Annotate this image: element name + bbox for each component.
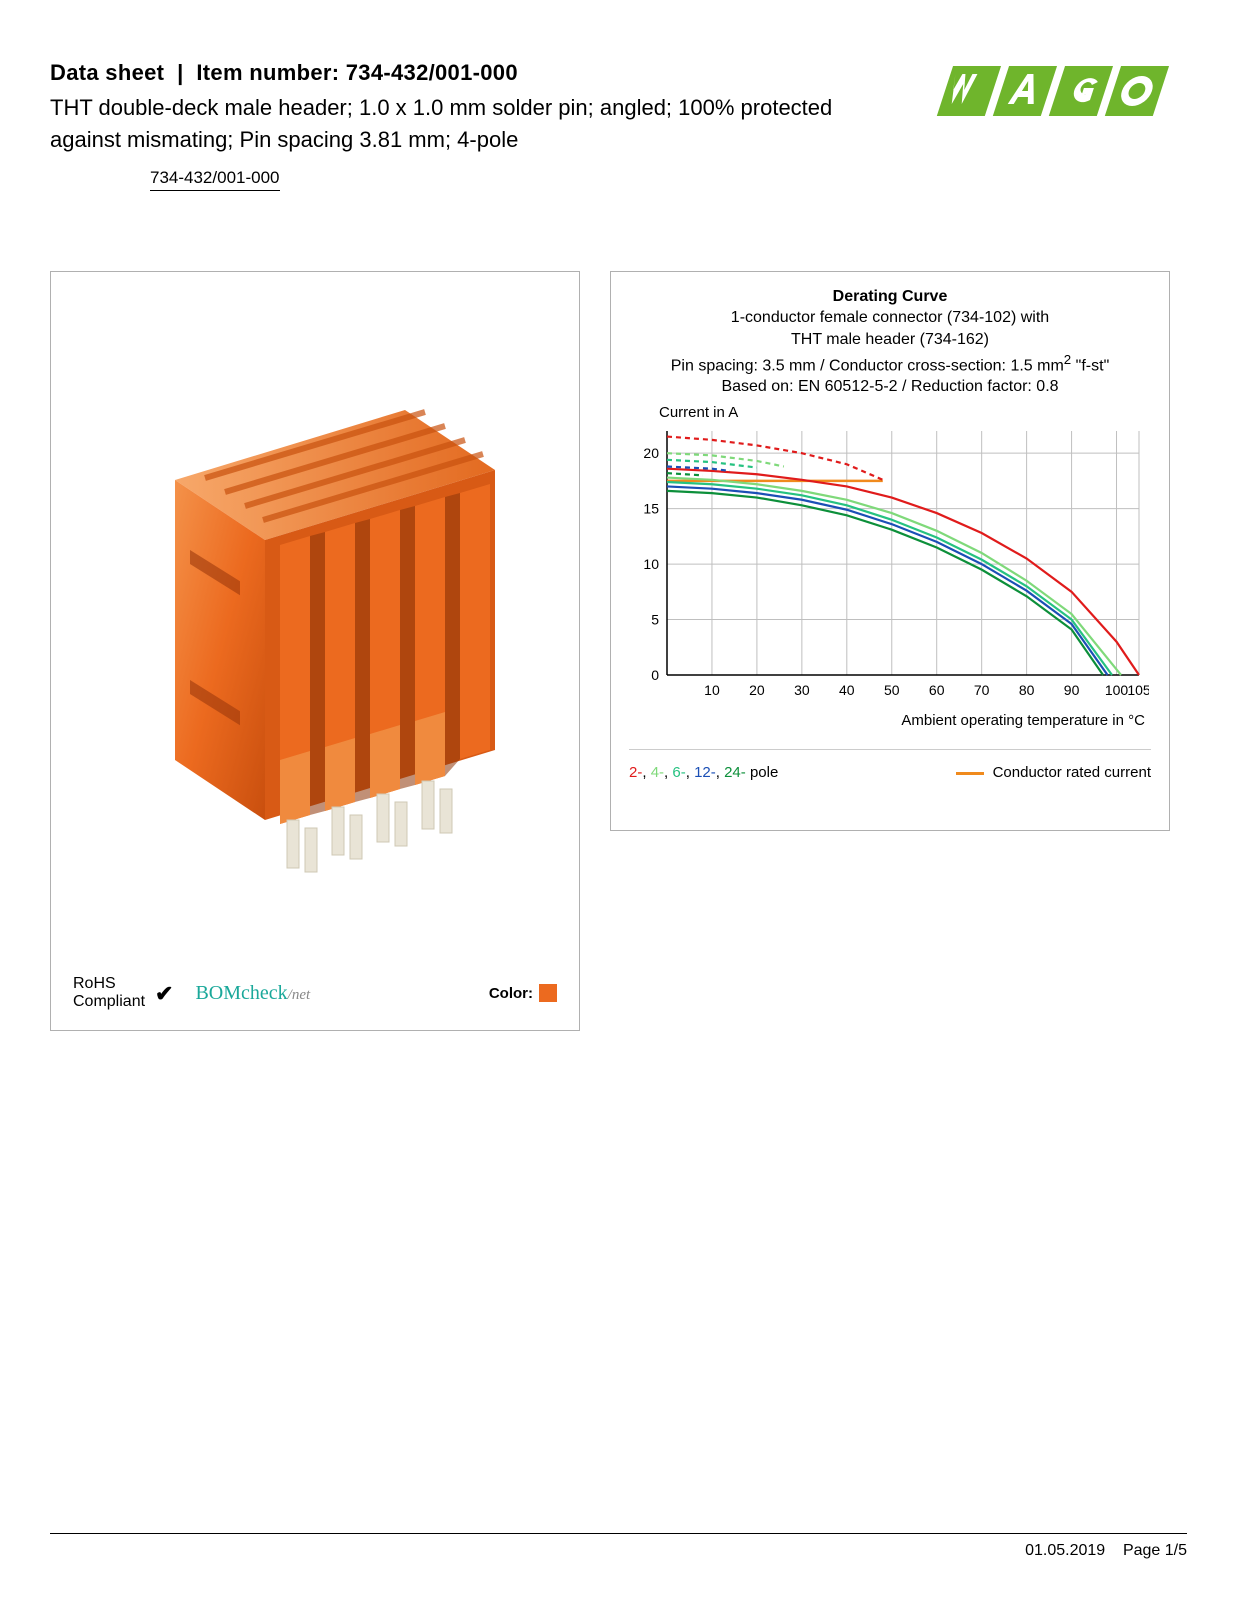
rohs-badge: RoHS Compliant ✔ (73, 975, 173, 1012)
color-label: Color: (489, 984, 557, 1002)
svg-text:105: 105 (1127, 682, 1149, 698)
product-image (69, 290, 561, 971)
color-text: Color: (489, 985, 533, 1002)
svg-text:0: 0 (651, 667, 659, 683)
legend-poles: 2-, 4-, 6-, 12-, 24- pole (629, 764, 778, 781)
footer-page: Page 1/5 (1123, 1542, 1187, 1559)
header: Data sheet | Item number: 734-432/001-00… (50, 60, 1187, 191)
item-number-link[interactable]: 734-432/001-000 (150, 168, 280, 191)
chart-sub2: THT male header (734-162) (629, 329, 1151, 351)
chart-title-block: Derating Curve 1-conductor female connec… (629, 286, 1151, 398)
svg-text:50: 50 (884, 682, 900, 698)
item-label: Item number: (196, 60, 339, 85)
chart-legend: 2-, 4-, 6-, 12-, 24- pole Conductor rate… (629, 749, 1151, 781)
page-footer: 01.05.2019 Page 1/5 (50, 1533, 1187, 1560)
rohs-line2: Compliant (73, 993, 145, 1011)
chart-sub4: Based on: EN 60512-5-2 / Reduction facto… (629, 376, 1151, 398)
product-description: THT double-deck male header; 1.0 x 1.0 m… (50, 92, 887, 156)
svg-text:5: 5 (651, 612, 659, 628)
svg-text:40: 40 (839, 682, 855, 698)
chart-panel: Derating Curve 1-conductor female connec… (610, 271, 1170, 831)
chart-sub3: Pin spacing: 3.5 mm / Conductor cross-se… (629, 351, 1151, 377)
y-axis-label: Current in A (659, 404, 1151, 421)
content-panels: RoHS Compliant ✔ BOMcheck/net Color: Der… (50, 271, 1187, 1031)
derating-chart: 10 20 30 40 50 60 70 80 90 100105 0 5 10 15 20 (629, 423, 1149, 703)
svg-text:80: 80 (1019, 682, 1035, 698)
svg-text:90: 90 (1064, 682, 1080, 698)
svg-text:15: 15 (643, 501, 659, 517)
bomcheck-suffix: /net (288, 987, 311, 1003)
badge-row: RoHS Compliant ✔ BOMcheck/net Color: (69, 971, 561, 1012)
chart-sub1: 1-conductor female connector (734-102) w… (629, 307, 1151, 329)
x-axis-label: Ambient operating temperature in °C (629, 712, 1151, 729)
rated-swatch (956, 772, 984, 775)
item-number-value: 734-432/001-000 (346, 60, 518, 85)
footer-date: 01.05.2019 (1025, 1542, 1105, 1559)
color-swatch (539, 984, 557, 1002)
svg-text:10: 10 (704, 682, 720, 698)
rohs-line1: RoHS (73, 975, 145, 993)
legend-rated-label: Conductor rated current (993, 764, 1151, 781)
datasheet-title: Data sheet | Item number: 734-432/001-00… (50, 60, 887, 86)
check-icon: ✔ (155, 981, 173, 1006)
bomcheck-badge: BOMcheck/net (195, 982, 310, 1005)
svg-text:70: 70 (974, 682, 990, 698)
svg-text:100: 100 (1105, 682, 1129, 698)
svg-text:20: 20 (643, 445, 659, 461)
svg-text:20: 20 (749, 682, 765, 698)
datasheet-label: Data sheet (50, 60, 164, 85)
wago-logo (927, 60, 1187, 127)
svg-text:10: 10 (643, 556, 659, 572)
product-image-panel: RoHS Compliant ✔ BOMcheck/net Color: (50, 271, 580, 1031)
legend-rated: Conductor rated current (956, 764, 1151, 781)
svg-text:60: 60 (929, 682, 945, 698)
bomcheck-text: BOMcheck (195, 982, 287, 1004)
chart-title: Derating Curve (629, 286, 1151, 308)
header-text-block: Data sheet | Item number: 734-432/001-00… (50, 60, 927, 191)
svg-text:30: 30 (794, 682, 810, 698)
